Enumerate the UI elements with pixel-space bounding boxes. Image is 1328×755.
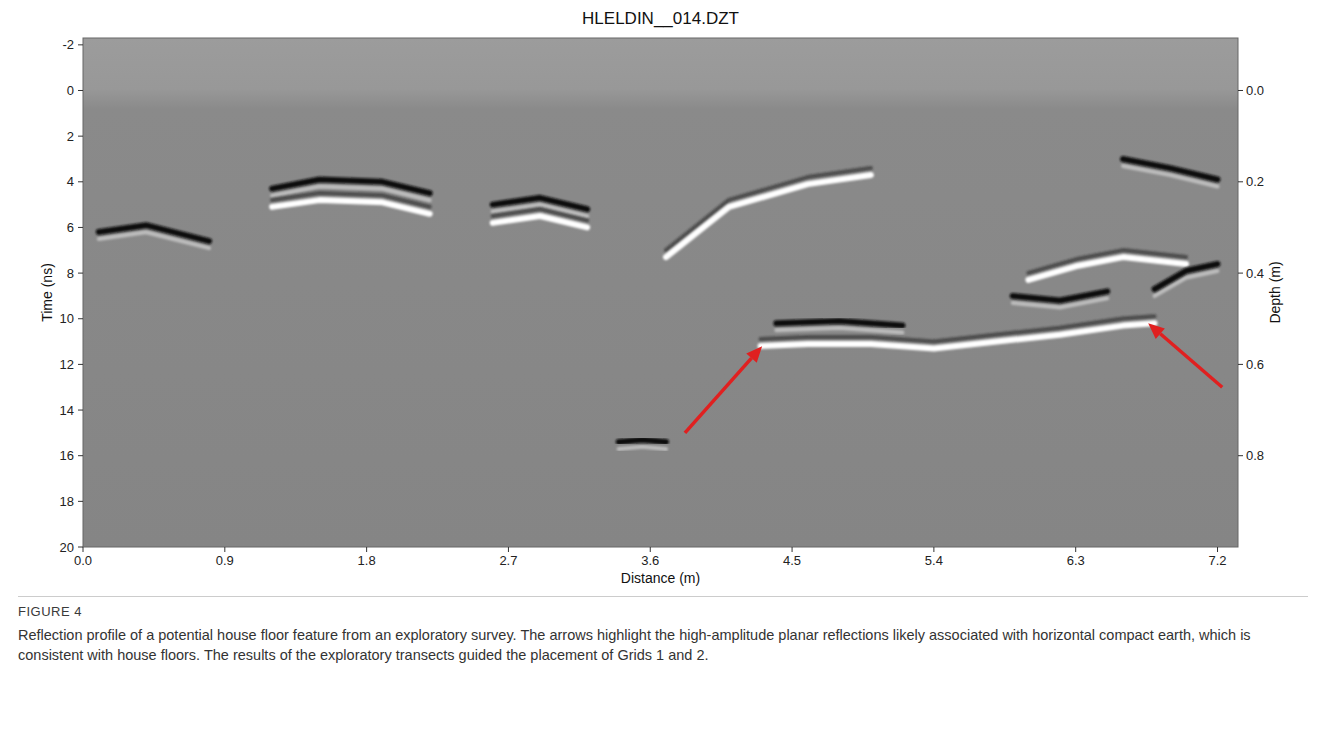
y2-tick	[1238, 273, 1243, 274]
y-tick-label: 2	[67, 129, 74, 144]
x-tick	[650, 547, 651, 552]
data-group	[99, 159, 1218, 449]
caption-rule	[18, 596, 1308, 597]
y-tick	[78, 90, 83, 91]
y2-tick	[1238, 364, 1243, 365]
y-tick	[78, 44, 83, 45]
y-tick-label: 18	[60, 494, 74, 509]
reflection	[1155, 264, 1218, 289]
y-tick-label: 20	[60, 540, 74, 555]
x-tick-label: 2.7	[499, 553, 517, 568]
y-tick-label: 14	[60, 403, 74, 418]
x-tick-label: 4.5	[783, 553, 801, 568]
reflection	[666, 175, 871, 257]
y-tick	[78, 227, 83, 228]
figure-caption: Reflection profile of a potential house …	[18, 625, 1308, 665]
x-tick-label: 1.8	[358, 553, 376, 568]
x-tick-label: 7.2	[1208, 553, 1226, 568]
y2-tick	[1238, 455, 1243, 456]
y2-tick-label: 0.6	[1246, 357, 1264, 372]
y-tick-label: 12	[60, 357, 74, 372]
caption-box: FIGURE 4 Reflection profile of a potenti…	[18, 604, 1308, 665]
reflection	[272, 200, 430, 214]
x-tick	[508, 547, 509, 552]
x-tick	[83, 547, 84, 552]
y-tick-label: 16	[60, 448, 74, 463]
y-tick-label: 8	[67, 266, 74, 281]
reflection	[99, 225, 209, 241]
y-tick	[78, 273, 83, 274]
x-tick-label: 6.3	[1067, 553, 1085, 568]
x-tick	[933, 547, 934, 552]
y-tick-label: 10	[60, 311, 74, 326]
y-tick-label: 0	[67, 83, 74, 98]
y2-axis-title: Depth (m)	[1267, 261, 1283, 323]
x-tick	[366, 547, 367, 552]
reflection	[619, 440, 666, 442]
arrow-shaft	[1160, 334, 1222, 387]
y-tick	[78, 455, 83, 456]
x-tick	[1075, 547, 1076, 552]
arrow-head	[746, 346, 762, 363]
reflection	[776, 321, 902, 326]
arrow	[1148, 323, 1222, 387]
reflection	[1028, 257, 1186, 280]
y2-tick-label: 0.2	[1246, 174, 1264, 189]
y2-tick	[1238, 90, 1243, 91]
y-tick	[78, 410, 83, 411]
x-tick-label: 3.6	[641, 553, 659, 568]
reflection-halo	[619, 447, 666, 449]
x-tick-label: 0.9	[216, 553, 234, 568]
reflection-halo	[776, 328, 902, 333]
y-tick	[78, 364, 83, 365]
x-axis-title: Distance (m)	[621, 570, 700, 586]
plot-frame	[83, 38, 1238, 547]
figure-label: FIGURE 4	[18, 604, 1308, 619]
arrow-head	[1148, 323, 1165, 339]
y-tick	[78, 318, 83, 319]
y-tick-label: -2	[62, 37, 74, 52]
reflection	[1123, 159, 1218, 180]
chart-svg: 0.0 0.9 1.8 2.7 3.6 4.5 5.4 6.3 7.2 -2 0 2 4 6 8 10 12 14…	[0, 0, 1328, 600]
figure: {"chart_data": { "type": "radargram", "t…	[0, 0, 1328, 755]
arrow-shaft	[685, 358, 752, 433]
y-tick-label: 4	[67, 174, 74, 189]
y-tick	[78, 181, 83, 182]
x-tick	[1217, 547, 1218, 552]
reflection	[493, 216, 588, 227]
y2-tick-label: 0.8	[1246, 448, 1264, 463]
y2-tick-label: 0.4	[1246, 266, 1264, 281]
x-tick-label: 5.4	[925, 553, 943, 568]
title: HLELDIN__014.DZT	[582, 9, 739, 28]
y-tick-label: 6	[67, 220, 74, 235]
reflection	[272, 180, 430, 194]
plot-background	[83, 38, 1238, 547]
x-tick	[224, 547, 225, 552]
y-tick	[78, 547, 83, 548]
reflection	[1013, 291, 1107, 300]
reflection	[761, 323, 1155, 348]
x-tick-label: 0.0	[74, 553, 92, 568]
arrow	[685, 346, 762, 433]
y-tick	[78, 136, 83, 137]
y-axis-title: Time (ns)	[39, 263, 55, 322]
y-tick	[78, 501, 83, 502]
x-tick	[792, 547, 793, 552]
y2-tick	[1238, 181, 1243, 182]
y2-tick-label: 0.0	[1246, 83, 1264, 98]
